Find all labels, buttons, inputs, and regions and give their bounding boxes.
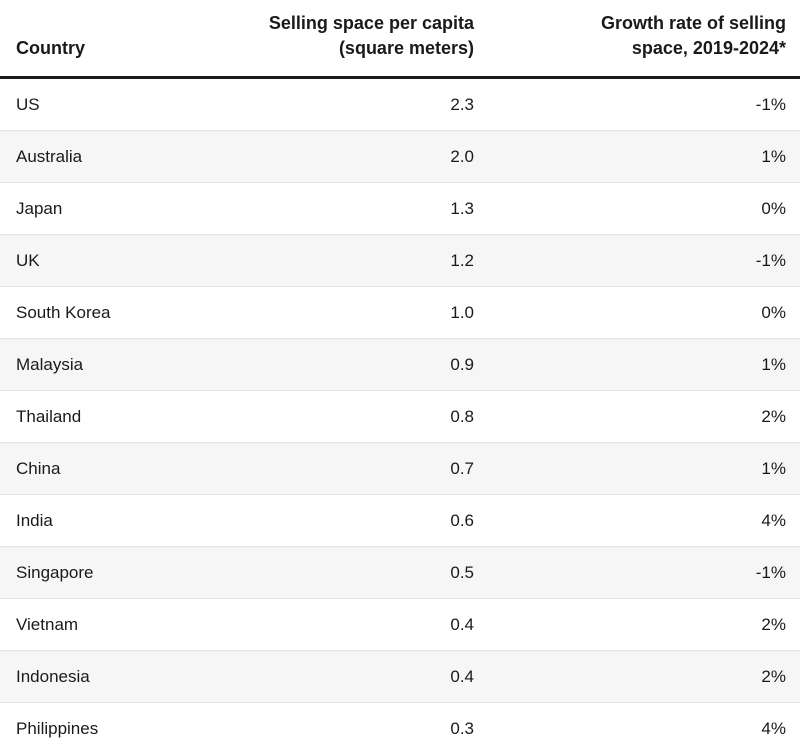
selling-space-cell: 2.0 xyxy=(232,131,498,183)
growth-rate-cell: -1% xyxy=(498,547,800,599)
column-header-line: space, 2019-2024* xyxy=(498,36,786,61)
growth-rate-cell: 4% xyxy=(498,495,800,547)
column-header-selling-space: Selling space per capita (square meters) xyxy=(232,0,498,78)
country-cell: Singapore xyxy=(0,547,232,599)
growth-rate-cell: 1% xyxy=(498,443,800,495)
selling-space-cell: 0.6 xyxy=(232,495,498,547)
column-header-line: Growth rate of selling xyxy=(498,11,786,36)
column-header-line: (square meters) xyxy=(232,36,474,61)
growth-rate-cell: 2% xyxy=(498,599,800,651)
selling-space-cell: 1.0 xyxy=(232,287,498,339)
selling-space-cell: 0.8 xyxy=(232,391,498,443)
country-cell: Malaysia xyxy=(0,339,232,391)
table-header-row: Country Selling space per capita (square… xyxy=(0,0,800,78)
growth-rate-cell: 1% xyxy=(498,339,800,391)
selling-space-cell: 1.2 xyxy=(232,235,498,287)
growth-rate-cell: 1% xyxy=(498,131,800,183)
growth-rate-cell: 2% xyxy=(498,651,800,703)
growth-rate-cell: -1% xyxy=(498,235,800,287)
growth-rate-cell: -1% xyxy=(498,78,800,131)
country-cell: South Korea xyxy=(0,287,232,339)
selling-space-cell: 2.3 xyxy=(232,78,498,131)
selling-space-cell: 0.5 xyxy=(232,547,498,599)
country-cell: Indonesia xyxy=(0,651,232,703)
growth-rate-cell: 0% xyxy=(498,183,800,235)
country-cell: Vietnam xyxy=(0,599,232,651)
selling-space-cell: 0.4 xyxy=(232,599,498,651)
country-cell: Thailand xyxy=(0,391,232,443)
column-header-line: Country xyxy=(16,36,232,61)
column-header-growth-rate: Growth rate of selling space, 2019-2024* xyxy=(498,0,800,78)
country-cell: UK xyxy=(0,235,232,287)
selling-space-cell: 0.4 xyxy=(232,651,498,703)
country-cell: Japan xyxy=(0,183,232,235)
country-cell: Australia xyxy=(0,131,232,183)
column-header-country: Country xyxy=(0,0,232,78)
growth-rate-cell: 2% xyxy=(498,391,800,443)
growth-rate-cell: 4% xyxy=(498,703,800,754)
country-cell: Philippines xyxy=(0,703,232,754)
country-cell: US xyxy=(0,78,232,131)
column-header-line: Selling space per capita xyxy=(232,11,474,36)
selling-space-cell: 0.9 xyxy=(232,339,498,391)
country-cell: China xyxy=(0,443,232,495)
growth-rate-cell: 0% xyxy=(498,287,800,339)
selling-space-cell: 1.3 xyxy=(232,183,498,235)
country-cell: India xyxy=(0,495,232,547)
selling-space-cell: 0.7 xyxy=(232,443,498,495)
selling-space-cell: 0.3 xyxy=(232,703,498,754)
